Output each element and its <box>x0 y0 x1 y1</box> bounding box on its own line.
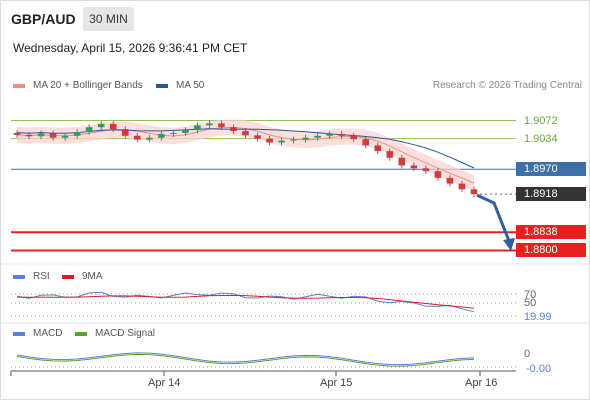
legend-rsi-label: RSI <box>33 271 50 282</box>
macd-line <box>16 352 475 366</box>
candle-body <box>290 139 297 141</box>
candle-body <box>422 168 430 172</box>
rsi-swatch <box>13 274 25 279</box>
macd-signal-swatch <box>75 331 87 336</box>
candle-body <box>61 135 69 138</box>
level-1-9034: 1.9034 <box>524 132 558 145</box>
candle-body <box>145 137 153 140</box>
candle-body <box>218 123 225 128</box>
candle-body <box>446 177 454 184</box>
candle-body <box>434 171 442 178</box>
legend-macd-signal-label: MACD Signal <box>95 328 156 339</box>
candle-body <box>242 131 249 136</box>
candle-body <box>133 135 141 140</box>
xaxis-apr14: Apr 14 <box>148 377 181 389</box>
forecast-arrowhead <box>503 238 515 251</box>
legend-rsi-ma-label: 9MA <box>82 271 103 282</box>
candle-body <box>458 183 466 190</box>
candle-body <box>266 138 273 143</box>
candle-body <box>470 189 478 195</box>
candle-body <box>254 135 261 139</box>
candle-body <box>302 137 309 140</box>
last-price-badge: 1.8918 <box>516 187 586 202</box>
candle-body <box>230 127 237 132</box>
candle-body <box>194 125 201 131</box>
rsi-tick-70: 70 <box>524 289 537 301</box>
timestamp: Wednesday, April 15, 2026 9:36:41 PM CET <box>13 41 248 55</box>
candle-body <box>73 132 81 136</box>
candle-body <box>350 135 358 140</box>
candle-body <box>121 129 129 136</box>
rsi-tick-50: 50 <box>524 297 537 309</box>
legend-ma20-label: MA 20 + Bollinger Bands <box>33 80 143 91</box>
rsi-ma-line <box>16 294 475 309</box>
candle-body <box>374 145 382 152</box>
candle-body <box>338 133 346 136</box>
ma50-swatch <box>156 83 168 88</box>
candle-body <box>97 123 105 128</box>
candle-body <box>109 123 117 130</box>
candle-body <box>386 151 394 158</box>
legend-macd-signal: MACD Signal <box>75 328 155 339</box>
candle-body <box>278 140 285 143</box>
rsi-line <box>16 291 475 313</box>
level-1-8838: 1.8838 <box>516 225 586 240</box>
rsi-ma-swatch <box>62 274 74 279</box>
candle-body <box>37 133 45 137</box>
level-1-8800: 1.8800 <box>516 243 586 258</box>
candle-body <box>326 133 333 136</box>
symbol-title: GBP/AUD <box>11 11 76 27</box>
macd-tick-0: 0 <box>524 348 531 360</box>
candle-body <box>85 127 93 132</box>
candle-body <box>410 165 418 169</box>
candle-body <box>25 134 33 137</box>
research-credit: Research © 2026 Trading Central <box>432 80 582 91</box>
candle-body <box>49 133 57 138</box>
legend-macd: MACD <box>13 328 62 339</box>
level-1-8970: 1.8970 <box>516 162 586 177</box>
legend-macd-label: MACD <box>33 328 63 339</box>
forecast-arrow <box>476 193 511 242</box>
legend-ma20: MA 20 + Bollinger Bands <box>13 80 143 91</box>
candle-body <box>182 130 189 133</box>
candle-body <box>398 157 406 166</box>
xaxis-apr15: Apr 15 <box>320 377 353 389</box>
legend-rsi-ma: 9MA <box>62 271 103 282</box>
macd-swatch <box>13 331 25 336</box>
macd-signal-line <box>16 353 475 367</box>
candle-body <box>314 135 321 138</box>
ma20-swatch <box>13 83 25 88</box>
candle-body <box>13 132 21 135</box>
timeframe-button[interactable]: 30 MIN <box>83 7 134 31</box>
rsi-value: 19.99 <box>524 311 552 323</box>
level-1-9072: 1.9072 <box>524 114 558 127</box>
candle-body <box>170 132 177 134</box>
macd-value: -0.00 <box>526 363 552 375</box>
legend-rsi: RSI <box>13 271 50 282</box>
candle-body <box>206 123 213 126</box>
candle-body <box>362 139 370 146</box>
legend-ma50: MA 50 <box>156 80 204 91</box>
candle-body <box>158 133 165 138</box>
legend-ma50-label: MA 50 <box>176 80 205 91</box>
xaxis-apr16: Apr 16 <box>465 377 498 389</box>
